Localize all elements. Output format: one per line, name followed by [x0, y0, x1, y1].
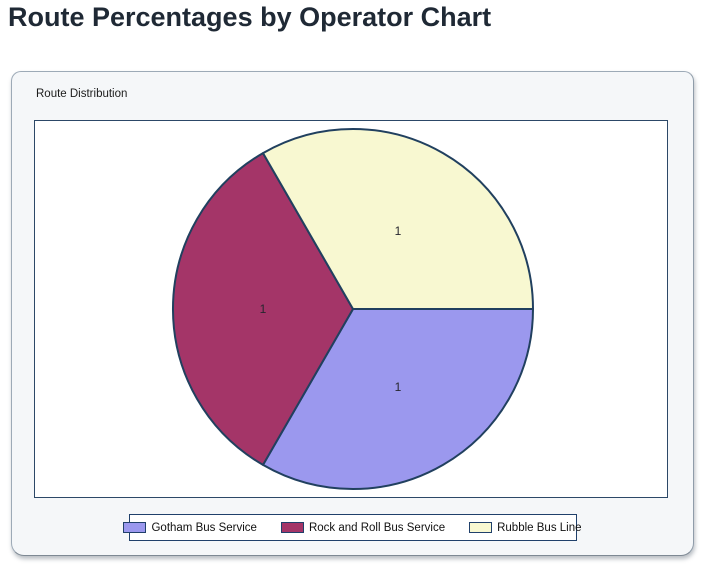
route-distribution-panel: Route Distribution 1 1 1 Gotham Bus Servic…: [11, 71, 694, 556]
pie-chart-svg: 1 1 1: [171, 128, 534, 490]
legend-label-rubble: Rubble Bus Line: [497, 521, 582, 534]
legend-swatch-gotham-icon: [123, 522, 147, 533]
legend-swatch-rubble-icon: [469, 522, 493, 533]
legend-label-gotham: Gotham Bus Service: [151, 521, 257, 534]
legend-item-rubble: Rubble Bus Line: [469, 521, 582, 534]
legend-item-rock-and-roll: Rock and Roll Bus Service: [280, 521, 446, 534]
pie-slice-data-label-1: 1: [260, 302, 267, 316]
chart-plot-area: 1 1 1: [34, 120, 668, 498]
group-box-label: Route Distribution: [36, 88, 128, 100]
legend-swatch-rock-and-roll-icon: [280, 522, 304, 533]
pie-slice-data-label-0: 1: [395, 380, 402, 394]
pie-slice-data-label-2: 1: [395, 224, 402, 238]
page-title: Route Percentages by Operator Chart: [8, 2, 492, 32]
pie-slice-2: [262, 128, 534, 310]
legend-item-gotham: Gotham Bus Service: [123, 521, 257, 534]
legend-label-rock-and-roll: Rock and Roll Bus Service: [308, 521, 446, 534]
chart-legend: Gotham Bus Service Rock and Roll Bus Ser…: [123, 514, 582, 541]
pie-slice-0: [262, 308, 534, 490]
